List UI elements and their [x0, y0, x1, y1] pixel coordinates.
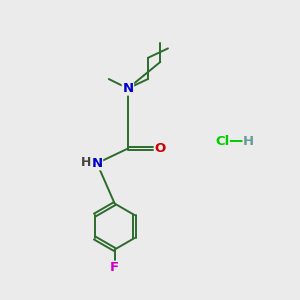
Text: O: O	[155, 142, 166, 155]
Text: H: H	[243, 135, 254, 148]
Text: F: F	[110, 261, 119, 274]
Text: N: N	[122, 82, 134, 95]
Text: H: H	[81, 156, 91, 169]
Text: Cl: Cl	[215, 135, 229, 148]
Text: N: N	[92, 157, 103, 170]
